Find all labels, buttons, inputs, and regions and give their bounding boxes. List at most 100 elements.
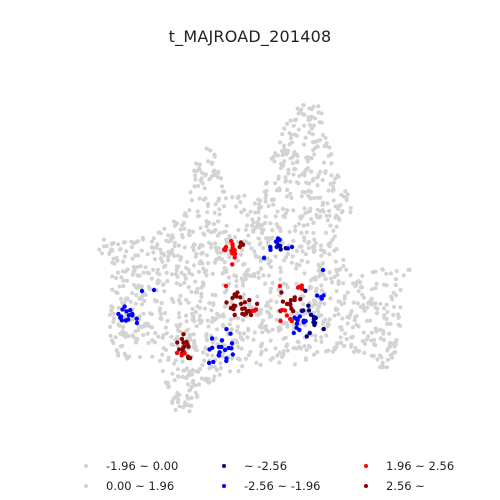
- neutral-point: [197, 167, 202, 172]
- neutral-point: [165, 318, 170, 323]
- neutral-point: [313, 333, 318, 339]
- neutral-point: [285, 150, 290, 155]
- neutral-point: [221, 204, 227, 209]
- neutral-point: [264, 188, 269, 193]
- neutral-point: [293, 228, 298, 233]
- significant-point: [298, 297, 303, 302]
- neutral-point: [330, 188, 335, 193]
- neutral-point: [353, 284, 358, 289]
- neutral-point: [299, 194, 304, 199]
- neutral-point: [369, 330, 374, 335]
- neutral-point: [389, 355, 395, 360]
- neutral-point: [234, 340, 240, 345]
- significant-point: [291, 330, 296, 336]
- neutral-point: [239, 276, 244, 281]
- neutral-point: [254, 224, 259, 229]
- neutral-point: [199, 318, 204, 323]
- neutral-point: [121, 278, 126, 283]
- neutral-point: [368, 299, 374, 304]
- neutral-point: [341, 257, 346, 262]
- neutral-point: [375, 306, 380, 311]
- neutral-point: [285, 121, 290, 126]
- neutral-point: [143, 265, 148, 270]
- neutral-point: [194, 394, 200, 400]
- neutral-point: [301, 142, 307, 147]
- neutral-point: [324, 333, 329, 338]
- significant-point: [179, 353, 184, 358]
- neutral-point: [125, 278, 130, 283]
- neutral-point: [308, 209, 313, 214]
- neutral-point: [127, 354, 132, 359]
- neutral-point: [369, 287, 374, 292]
- significant-point: [292, 295, 297, 300]
- neutral-point: [344, 196, 349, 201]
- neutral-point: [319, 339, 324, 344]
- neutral-point: [174, 264, 179, 269]
- neutral-point: [335, 307, 340, 312]
- neutral-point: [117, 323, 122, 328]
- significant-point: [279, 290, 284, 295]
- neutral-point: [238, 252, 244, 257]
- significant-point: [231, 303, 237, 308]
- neutral-points-layer: [97, 103, 412, 414]
- neutral-point: [165, 380, 170, 385]
- neutral-point: [207, 177, 212, 182]
- neutral-point: [191, 242, 196, 247]
- neutral-point: [122, 254, 127, 259]
- significant-point: [291, 308, 296, 314]
- neutral-point: [155, 281, 160, 286]
- significant-point: [306, 308, 312, 313]
- neutral-point: [342, 331, 348, 336]
- neutral-point: [209, 365, 214, 370]
- neutral-point: [322, 301, 327, 306]
- neutral-point: [242, 261, 247, 267]
- neutral-point: [304, 230, 309, 235]
- neutral-point: [199, 294, 204, 299]
- neutral-point: [256, 270, 261, 275]
- significant-point: [230, 295, 235, 301]
- neutral-point: [175, 253, 181, 258]
- neutral-point: [254, 312, 259, 317]
- neutral-point: [227, 322, 232, 327]
- neutral-point: [129, 245, 134, 250]
- neutral-point: [160, 259, 165, 264]
- neutral-point: [270, 198, 275, 203]
- neutral-point: [323, 230, 328, 235]
- neutral-point: [291, 208, 296, 213]
- neutral-point: [364, 337, 369, 342]
- neutral-point: [306, 188, 311, 193]
- neutral-point: [141, 270, 146, 275]
- neutral-point: [194, 324, 199, 329]
- neutral-point: [212, 210, 217, 215]
- neutral-point: [151, 236, 156, 241]
- neutral-point: [137, 314, 142, 319]
- neutral-point: [139, 248, 144, 253]
- neutral-point: [313, 241, 318, 246]
- neutral-point: [313, 116, 318, 121]
- neutral-point: [172, 361, 177, 366]
- neutral-point: [266, 203, 271, 209]
- neutral-point: [283, 179, 288, 184]
- neutral-point: [323, 317, 328, 322]
- neutral-point: [292, 132, 297, 137]
- neutral-point: [277, 188, 282, 193]
- neutral-point: [345, 192, 350, 197]
- neutral-point: [192, 338, 197, 343]
- neutral-point: [323, 135, 328, 141]
- neutral-point: [160, 369, 165, 374]
- neutral-point: [211, 221, 217, 227]
- significant-point: [301, 320, 306, 325]
- neutral-point: [264, 180, 269, 185]
- neutral-point: [137, 296, 142, 301]
- neutral-point: [215, 311, 220, 316]
- significant-point: [139, 288, 145, 294]
- neutral-point: [205, 352, 210, 357]
- neutral-point: [265, 239, 271, 244]
- neutral-point: [111, 311, 116, 316]
- neutral-point: [328, 223, 333, 228]
- neutral-point: [240, 318, 246, 323]
- neutral-point: [391, 304, 397, 309]
- neutral-point: [315, 195, 320, 200]
- significant-point: [289, 244, 295, 250]
- neutral-point: [263, 199, 268, 204]
